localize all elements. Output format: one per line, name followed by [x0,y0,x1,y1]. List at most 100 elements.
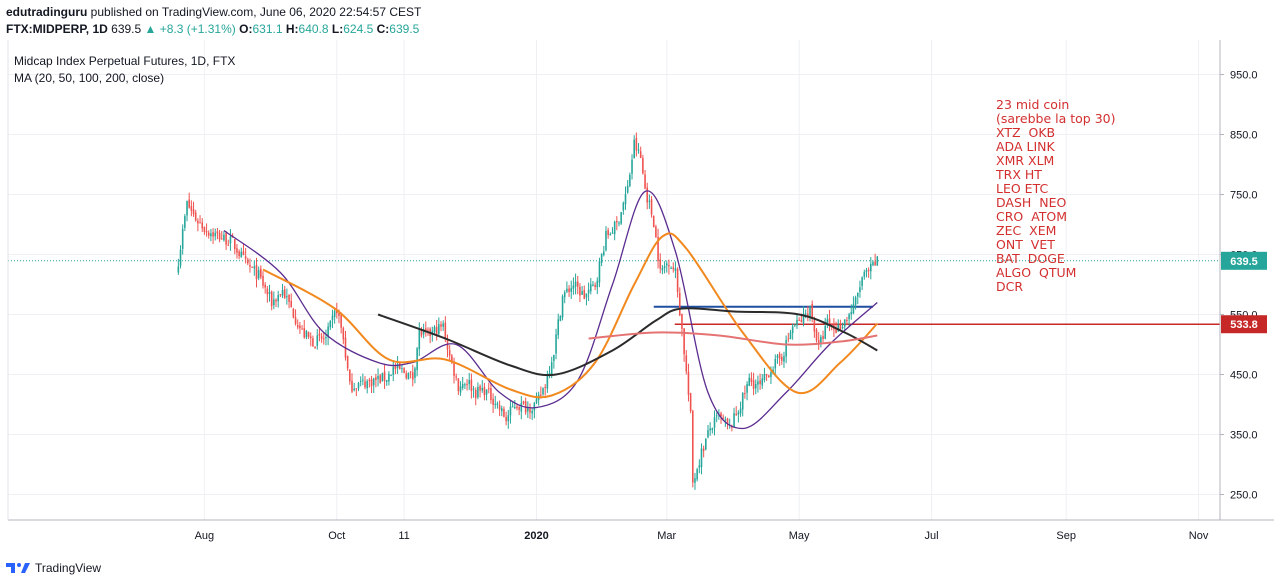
candle [514,400,516,410]
candle [566,281,568,294]
candle [674,261,677,279]
candle [212,228,214,244]
candle-body [807,313,809,318]
y-tick-label: 250.0 [1230,490,1258,502]
candle [238,249,240,260]
candle-body [398,363,401,370]
candle-body [505,417,507,422]
candle [464,382,466,390]
footer-brand[interactable]: TradingView [6,561,101,575]
candle-body [700,448,703,467]
x-tick-label: Aug [195,530,215,542]
candle-body [722,417,724,419]
candle [435,319,438,341]
candle-body [392,366,395,375]
candle-body [770,372,772,378]
candle [650,196,653,218]
candle-body [227,244,230,246]
candle-body [785,340,787,357]
candle-body [835,328,837,333]
candle-body [359,380,362,382]
candle [843,319,846,332]
candle [542,387,544,396]
candle-body [283,289,286,299]
candle-body [874,261,876,266]
candle [407,372,410,380]
ma-line-ma100 [377,307,878,377]
candle-body [184,216,186,228]
candle [548,365,551,379]
candle [789,329,792,340]
candle [418,322,421,357]
candle-body [468,380,471,385]
candle-body [485,389,488,395]
candle [181,224,184,255]
candle-body [800,319,803,322]
candle [318,327,321,342]
candle [820,334,822,348]
moving-averages [223,190,879,430]
candle-body [527,407,529,412]
candle [572,277,575,295]
candle-body [544,386,546,388]
candle [531,407,533,420]
candle [605,226,607,252]
candle [598,257,601,288]
candle-body [668,265,670,267]
candle [466,379,468,391]
candle [698,459,701,474]
candle-body [691,410,694,483]
candle [850,304,853,320]
candle [709,422,711,436]
candle [620,211,622,225]
annotation-line: ZEC XEM [996,223,1057,238]
candle-body [340,314,342,328]
candle-body [370,379,373,387]
candle [798,317,800,321]
candle [290,293,293,308]
candle [787,332,790,343]
candle-body [218,232,221,240]
candle-body [435,326,438,336]
candle-body [509,406,512,416]
x-tick-label: Nov [1189,530,1209,542]
candle-body [257,270,260,279]
candle-body [737,412,740,415]
candle [372,377,375,393]
last-price: 639.5 [111,22,142,36]
candle-body [555,334,557,354]
candle [487,382,490,394]
candle-body [843,319,846,327]
indicator-legend[interactable]: MA (20, 50, 100, 200, close) [14,71,165,85]
candle [763,367,766,383]
candle [696,467,698,482]
candle-body [366,381,368,389]
candle-body [264,284,266,288]
publisher-name[interactable]: edutradinguru [6,5,88,19]
candle-body [676,268,679,293]
candle [841,322,844,330]
candle [563,290,566,304]
candle [583,285,586,300]
candle [776,353,779,364]
candle [281,283,284,299]
candle [362,373,364,386]
candle [872,260,874,267]
candle [609,232,612,236]
candle [229,228,232,251]
candle-body [490,388,492,401]
candle-body [455,376,457,378]
candle [822,330,824,343]
candle-body [798,319,800,321]
candle [442,320,444,331]
candle-body [388,373,390,382]
candle [331,309,334,329]
candle [826,314,829,329]
candle [774,354,777,377]
candle-body [244,256,247,259]
candle [500,405,503,417]
x-tick-label: Jul [925,530,939,542]
candle [861,276,863,291]
candle-body [214,232,217,237]
